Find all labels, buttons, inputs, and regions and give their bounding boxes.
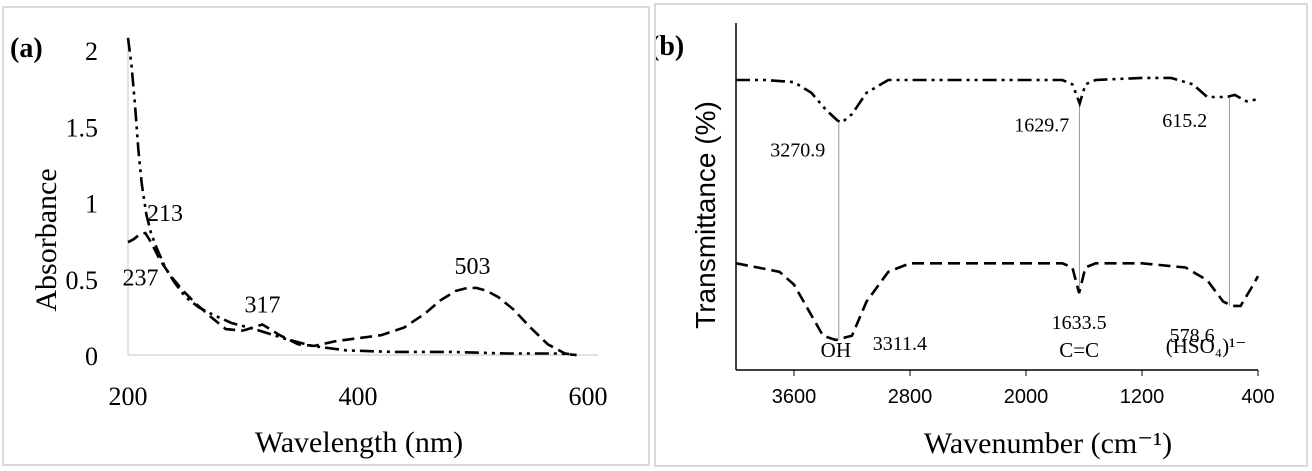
lower-peak-label: 1633.5 <box>1052 312 1107 334</box>
upper-trace <box>736 76 1259 125</box>
panel-label-b: (b) <box>656 31 684 62</box>
lower-peak-label: 578.6 <box>1170 325 1215 347</box>
peak-label-a: 317 <box>245 293 281 319</box>
panel-label-a: (a) <box>10 33 43 64</box>
y-tick-label-a: 1.5 <box>66 113 99 142</box>
x-tick-label-b: 2800 <box>888 386 933 408</box>
y-axis-label-b: Transmittance (%) <box>690 101 721 329</box>
upper-peak-label: 615.2 <box>1162 110 1207 132</box>
peak-label-a: 237 <box>123 266 159 292</box>
assignment-label: OH <box>821 338 851 362</box>
x-tick-label-b: 1200 <box>1120 386 1165 408</box>
y-tick-label-a: 2 <box>85 37 98 66</box>
series-line-a-dashed <box>127 231 577 357</box>
y-tick-label-a: 0.5 <box>66 266 99 295</box>
upper-peak-label: 1629.7 <box>1014 114 1069 136</box>
x-tick-label-b: 400 <box>1241 386 1274 408</box>
x-tick-label-a: 200 <box>109 382 148 411</box>
ftir-chart: (b) 3270.9 1629.7 615.2 3311.4 1633.5 578.6 OH… <box>656 23 1275 460</box>
panel-a: (a) 200 400 600 0 0.5 1 1.5 2 213 237 317 503 Wave… <box>2 6 650 466</box>
peak-label-a: 213 <box>147 201 183 227</box>
x-axis-label-b: Wavenumber (cm⁻¹) <box>924 427 1172 460</box>
x-tick-label-a: 400 <box>339 382 378 411</box>
assignment-label: (HSO₄)¹⁻ <box>1166 334 1247 358</box>
x-tick-label-b: 3600 <box>772 386 817 408</box>
peak-label-a: 503 <box>454 254 490 280</box>
y-tick-label-a: 0 <box>85 342 98 371</box>
lower-trace <box>735 262 1260 342</box>
uv-vis-chart: (a) 200 400 600 0 0.5 1 1.5 2 213 237 317 503 Wave… <box>10 33 608 459</box>
x-tick-label-b: 2000 <box>1004 386 1049 408</box>
lower-peak-label: 3311.4 <box>873 333 927 355</box>
x-axis-label-a: Wavelength (nm) <box>255 426 463 459</box>
upper-peak-label: 3270.9 <box>770 140 825 162</box>
series-line-a-dash-dot-dot <box>126 37 577 357</box>
y-axis-label-a: Absorbance <box>30 168 63 311</box>
panel-b: (b) 3270.9 1629.7 615.2 3311.4 1633.5 578.6 OH… <box>654 3 1308 467</box>
y-tick-label-a: 1 <box>85 190 98 219</box>
assignment-label: C=C <box>1059 338 1099 362</box>
x-tick-label-a: 600 <box>569 382 608 411</box>
